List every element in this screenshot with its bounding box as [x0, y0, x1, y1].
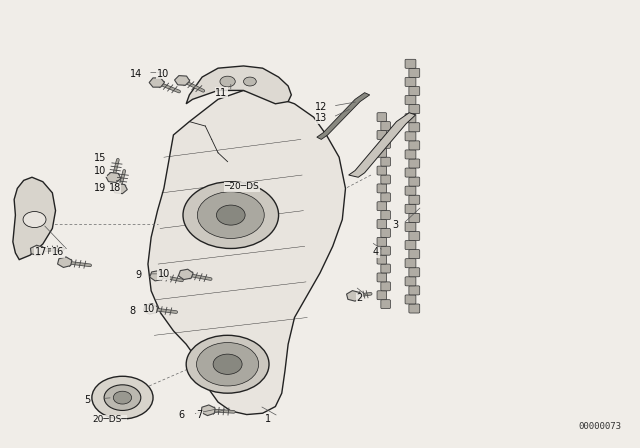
Text: 5: 5	[84, 395, 90, 405]
Text: 10: 10	[143, 305, 156, 314]
PathPatch shape	[317, 93, 370, 139]
Text: 3: 3	[392, 220, 398, 230]
FancyBboxPatch shape	[405, 186, 416, 195]
FancyBboxPatch shape	[405, 222, 416, 232]
Circle shape	[213, 354, 242, 375]
FancyBboxPatch shape	[405, 295, 416, 304]
FancyBboxPatch shape	[377, 130, 387, 139]
FancyBboxPatch shape	[409, 104, 420, 114]
Circle shape	[113, 391, 132, 404]
Text: 11: 11	[215, 88, 227, 98]
Circle shape	[220, 76, 236, 87]
Text: 6: 6	[179, 410, 185, 420]
FancyBboxPatch shape	[381, 211, 390, 220]
Circle shape	[244, 77, 256, 86]
Text: 19: 19	[94, 183, 106, 194]
Text: 00000073: 00000073	[578, 422, 621, 431]
FancyBboxPatch shape	[377, 255, 387, 264]
FancyBboxPatch shape	[377, 202, 387, 211]
FancyBboxPatch shape	[409, 286, 420, 295]
PathPatch shape	[13, 177, 56, 260]
Circle shape	[183, 182, 278, 249]
FancyBboxPatch shape	[409, 123, 420, 132]
PathPatch shape	[148, 90, 346, 414]
Text: 10: 10	[157, 69, 169, 78]
Text: 4: 4	[373, 247, 379, 257]
FancyBboxPatch shape	[409, 213, 420, 222]
FancyBboxPatch shape	[381, 246, 390, 255]
Text: 7: 7	[196, 410, 203, 420]
FancyBboxPatch shape	[405, 114, 416, 123]
FancyBboxPatch shape	[377, 220, 387, 228]
Text: 8: 8	[129, 306, 135, 316]
Text: 13: 13	[315, 113, 328, 124]
Text: 16: 16	[52, 247, 64, 257]
Text: 20─DS─: 20─DS─	[92, 415, 127, 424]
FancyBboxPatch shape	[405, 168, 416, 177]
Text: 14: 14	[131, 69, 143, 78]
FancyBboxPatch shape	[409, 304, 420, 313]
FancyBboxPatch shape	[381, 157, 390, 166]
Circle shape	[216, 205, 245, 225]
Text: 12: 12	[315, 102, 328, 112]
Circle shape	[186, 335, 269, 393]
Circle shape	[104, 385, 141, 410]
FancyBboxPatch shape	[405, 78, 416, 86]
FancyBboxPatch shape	[381, 300, 390, 309]
FancyBboxPatch shape	[405, 204, 416, 213]
PathPatch shape	[349, 113, 415, 177]
FancyBboxPatch shape	[377, 273, 387, 282]
FancyBboxPatch shape	[409, 195, 420, 204]
FancyBboxPatch shape	[377, 184, 387, 193]
Text: 10: 10	[157, 269, 170, 279]
FancyBboxPatch shape	[381, 139, 390, 148]
Text: 18: 18	[109, 183, 121, 194]
FancyBboxPatch shape	[405, 59, 416, 68]
FancyBboxPatch shape	[377, 113, 387, 121]
Text: 1: 1	[265, 414, 271, 423]
FancyBboxPatch shape	[381, 228, 390, 237]
FancyBboxPatch shape	[409, 232, 420, 241]
FancyBboxPatch shape	[377, 166, 387, 175]
FancyBboxPatch shape	[409, 159, 420, 168]
Text: 9: 9	[135, 270, 141, 280]
Circle shape	[197, 192, 264, 238]
FancyBboxPatch shape	[409, 250, 420, 258]
FancyBboxPatch shape	[405, 277, 416, 286]
FancyBboxPatch shape	[381, 193, 390, 202]
PathPatch shape	[186, 66, 291, 104]
FancyBboxPatch shape	[409, 268, 420, 277]
FancyBboxPatch shape	[409, 177, 420, 186]
FancyBboxPatch shape	[405, 150, 416, 159]
FancyBboxPatch shape	[377, 148, 387, 157]
FancyBboxPatch shape	[405, 241, 416, 250]
FancyBboxPatch shape	[405, 258, 416, 268]
FancyBboxPatch shape	[409, 141, 420, 150]
FancyBboxPatch shape	[381, 121, 390, 130]
Text: 2: 2	[356, 293, 363, 303]
Text: 15: 15	[94, 153, 106, 163]
Circle shape	[92, 376, 153, 419]
Text: 17: 17	[35, 247, 47, 257]
Circle shape	[196, 343, 259, 386]
FancyBboxPatch shape	[381, 264, 390, 273]
FancyBboxPatch shape	[377, 237, 387, 246]
FancyBboxPatch shape	[381, 175, 390, 184]
FancyBboxPatch shape	[377, 291, 387, 300]
Circle shape	[23, 211, 46, 228]
FancyBboxPatch shape	[405, 95, 416, 104]
FancyBboxPatch shape	[409, 86, 420, 95]
FancyBboxPatch shape	[381, 282, 390, 291]
FancyBboxPatch shape	[405, 132, 416, 141]
Text: ─20─DS: ─20─DS	[225, 182, 259, 191]
Text: 10: 10	[94, 167, 106, 177]
FancyBboxPatch shape	[409, 69, 420, 78]
